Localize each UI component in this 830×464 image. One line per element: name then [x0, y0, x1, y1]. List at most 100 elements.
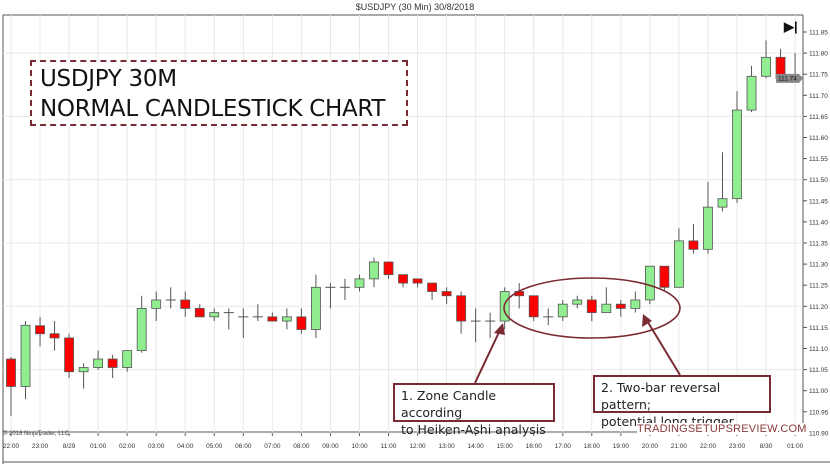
arrow-2-line	[645, 318, 681, 376]
candle-down	[688, 240, 699, 250]
candle-up	[674, 240, 684, 288]
x-tick-label: 23:00	[32, 443, 49, 450]
candle-down	[441, 291, 452, 297]
candle-up	[78, 367, 89, 373]
x-tick-label: 20:00	[642, 443, 659, 450]
y-tick-label: 111.20	[809, 304, 828, 311]
candle-down	[586, 299, 597, 314]
current-price-tag	[776, 73, 803, 83]
x-tick-label: 10:00	[351, 443, 368, 450]
chart-title: $USDJPY (30 Min) 30/8/2018	[355, 2, 475, 12]
y-tick-label: 111.55	[809, 156, 828, 163]
candle-up	[151, 299, 162, 309]
candle-up	[281, 316, 292, 322]
reversal-pattern-note: 2. Two-bar reversal pattern; potential l…	[593, 375, 771, 429]
candle-up	[630, 299, 641, 309]
zone-candle-note: 1. Zone Candle according to Heiken-Ashi …	[393, 383, 555, 437]
x-tick-label: 02:00	[119, 443, 136, 450]
title-line-1: USDJPY 30M	[40, 66, 177, 92]
x-tick-label: 8/29	[63, 443, 76, 450]
candle-up	[557, 303, 568, 318]
skip-to-end-icon[interactable]: ▶|	[784, 19, 798, 34]
x-tick-label: 18:00	[584, 443, 601, 450]
current-price-label: 111.74	[778, 76, 797, 83]
candle-up	[93, 358, 104, 368]
candle-up	[732, 109, 742, 200]
y-tick-label: 111.10	[809, 346, 828, 353]
candle-down	[528, 295, 539, 318]
candle-down	[64, 337, 74, 373]
candle-up	[644, 265, 655, 301]
copyright: © 2018 NinjaTrader, LLC	[3, 431, 70, 437]
candle-up	[354, 278, 365, 288]
x-tick-label: 17:00	[555, 443, 572, 450]
y-tick-label: 111.45	[809, 198, 828, 205]
candle-down	[427, 282, 437, 292]
note1-line-2: to Heiken-Ashi analysis	[401, 422, 546, 437]
candle-down	[398, 274, 408, 284]
candle-down	[296, 316, 307, 330]
candle-up	[761, 56, 771, 77]
candle-down	[412, 278, 423, 284]
y-tick-label: 111.30	[809, 262, 828, 269]
candle-down	[267, 316, 278, 322]
candle-down	[383, 261, 394, 276]
x-tick-label: 22:00	[3, 443, 20, 450]
x-tick-label: 07:00	[264, 443, 281, 450]
x-tick-label: 11:00	[381, 443, 397, 450]
arrow-1-head	[494, 323, 505, 335]
watermark: TRADINGSETUPSREVIEW.COM	[637, 423, 807, 435]
x-tick-label: 01:00	[787, 443, 804, 450]
candle-down	[456, 295, 467, 322]
candle-up	[703, 206, 713, 250]
x-tick-label: 05:00	[206, 443, 223, 450]
candle-down	[6, 358, 16, 387]
x-tick-label: 15:00	[497, 443, 514, 450]
candle-up	[136, 308, 147, 352]
candle-down	[35, 325, 45, 335]
x-tick-label: 14:00	[467, 443, 484, 450]
x-tick-label: 03:00	[148, 443, 165, 450]
y-tick-label: 111.60	[809, 135, 828, 142]
y-tick-label: 110.95	[809, 409, 829, 416]
candle-down	[107, 358, 118, 368]
x-tick-label: 19:00	[613, 443, 630, 450]
x-tick-label: 8/30	[760, 443, 773, 450]
candle-down	[615, 303, 626, 309]
x-tick-label: 09:00	[322, 443, 339, 450]
candle-up	[717, 198, 728, 208]
candle-down	[49, 333, 60, 339]
x-tick-label: 23:00	[729, 443, 746, 450]
y-tick-label: 111.70	[809, 93, 828, 100]
arrow-2-head	[642, 314, 652, 327]
x-tick-label: 22:00	[700, 443, 717, 450]
y-tick-label: 111.80	[809, 51, 828, 58]
y-tick-label: 110.90	[809, 430, 829, 437]
y-tick-label: 111.25	[809, 283, 828, 290]
candle-up	[122, 350, 133, 368]
x-tick-label: 16:00	[526, 443, 543, 450]
candle-down	[194, 308, 205, 318]
candle-up	[746, 75, 757, 111]
candle-down	[180, 299, 191, 309]
candle-up	[572, 299, 583, 305]
chart-annotation-title: USDJPY 30M NORMAL CANDLESTICK CHART	[30, 60, 408, 126]
title-line-2: NORMAL CANDLESTICK CHART	[40, 96, 386, 122]
x-tick-label: 21:00	[671, 443, 688, 450]
candle-up	[311, 286, 321, 330]
candle-up	[369, 261, 379, 280]
candle-up	[20, 324, 31, 387]
pattern-ellipse	[503, 277, 681, 339]
y-tick-label: 111.75	[809, 72, 828, 79]
y-tick-label: 111.35	[809, 241, 828, 248]
arrow-1-line	[474, 327, 502, 384]
y-tick-label: 111.65	[809, 114, 828, 121]
y-tick-label: 111.40	[809, 219, 828, 226]
y-tick-label: 111.50	[809, 177, 828, 184]
x-tick-label: 04:00	[177, 443, 194, 450]
x-tick-label: 12:00	[409, 443, 426, 450]
candle-up	[601, 303, 612, 314]
candle-up	[209, 312, 220, 318]
y-tick-label: 111.05	[809, 367, 828, 374]
y-tick-label: 111.85	[809, 30, 828, 37]
